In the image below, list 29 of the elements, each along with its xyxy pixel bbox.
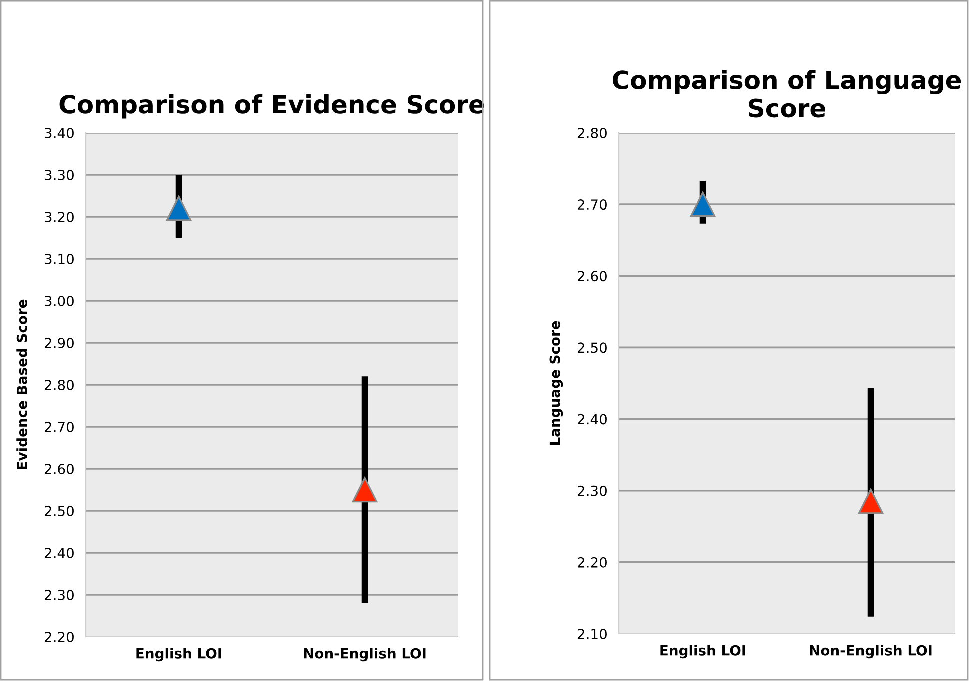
x-tick-label: English LOI [660,645,746,659]
chart-title: Comparison of Language Score [612,70,962,118]
y-tick-label: 2.60 [44,464,74,474]
x-tick-label: English LOI [136,648,222,662]
x-tick-label: Non-English LOI [810,645,932,659]
y-tick-label: 2.70 [44,422,74,432]
y-tick-label: 2.70 [578,200,607,210]
y-tick-label: 2.10 [578,628,607,640]
x-tick-label: Non-English LOI [304,648,426,662]
y-tick-label: 3.40 [45,128,74,138]
y-axis-title: Language Score [550,321,564,445]
y-axis-title: Evidence Based Score [16,300,28,470]
y-tick-label: 3.00 [45,296,74,306]
y-tick-label: 2.90 [44,338,74,348]
y-tick-label: 2.30 [44,590,74,600]
chart-title: Comparison of Evidence Score [60,94,484,119]
y-tick-label: 2.60 [578,271,607,282]
y-tick-label: 3.20 [45,212,74,222]
y-tick-label: 2.40 [44,548,74,558]
y-tick-label: 2.80 [44,380,74,390]
y-tick-label: 2.30 [578,486,607,496]
y-tick-label: 3.30 [45,170,74,180]
y-tick-label: 3.10 [45,254,74,264]
y-tick-label: 2.20 [578,557,607,568]
y-tick-label: 2.80 [578,128,607,138]
y-tick-label: 2.40 [578,414,607,425]
y-tick-label: 2.50 [578,342,607,354]
y-tick-label: 2.20 [44,632,74,642]
y-tick-label: 2.50 [44,506,74,516]
